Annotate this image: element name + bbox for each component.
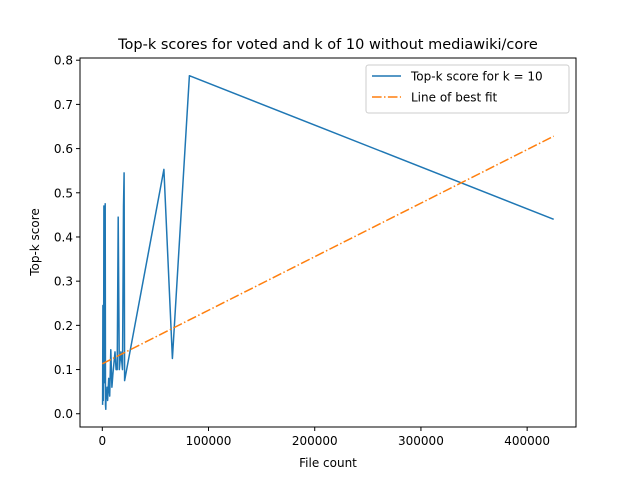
x-tick-label: 400000	[504, 434, 550, 448]
y-tick-label: 0.5	[54, 186, 73, 200]
x-axis-label: File count	[299, 456, 357, 470]
plot-frame	[79, 57, 577, 428]
y-tick-label: 0.3	[54, 275, 73, 289]
plot-content	[101, 74, 555, 411]
legend-label: Top-k score for k = 10	[410, 70, 543, 84]
x-tick-label: 300000	[398, 434, 444, 448]
legend: Top-k score for k = 10 Line of best fit	[365, 64, 570, 114]
y-tick-label: 0.2	[54, 319, 73, 333]
x-tick-label: 100000	[186, 434, 232, 448]
legend-box	[365, 64, 570, 114]
x-tick-label: 0	[98, 434, 106, 448]
y-axis-ticks: 0.0 0.1 0.2 0.3 0.4 0.5 0.6 0.7 0.8	[54, 54, 80, 421]
y-tick-label: 0.8	[54, 54, 73, 68]
best-fit-series-line	[101, 135, 555, 365]
y-tick-label: 0.7	[54, 98, 73, 112]
topk-score-series-line	[101, 74, 554, 411]
x-tick-label: 200000	[292, 434, 338, 448]
chart-title: Top-k scores for voted and k of 10 witho…	[117, 37, 538, 53]
y-tick-label: 0.0	[54, 407, 73, 421]
y-tick-label: 0.1	[54, 363, 73, 377]
legend-label: Line of best fit	[411, 91, 498, 105]
y-tick-label: 0.6	[54, 142, 73, 156]
y-tick-label: 0.4	[54, 230, 73, 244]
y-axis-label: Top-k score	[28, 208, 42, 277]
x-axis-ticks: 0 100000 200000 300000 400000	[98, 427, 550, 448]
